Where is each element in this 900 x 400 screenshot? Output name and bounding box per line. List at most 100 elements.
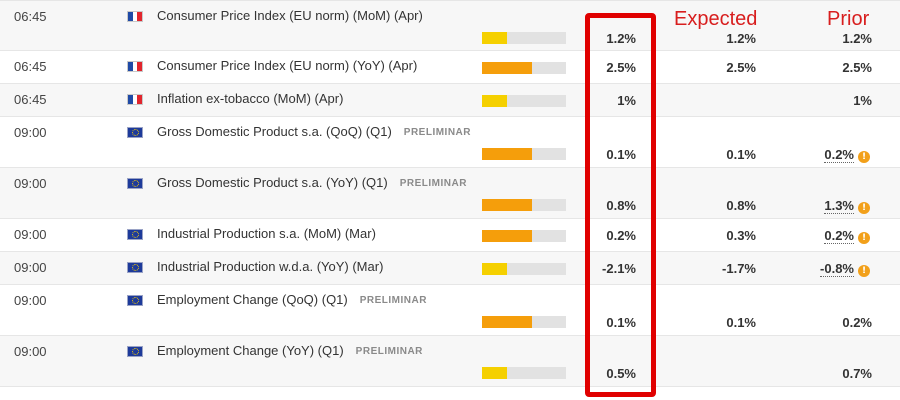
event-name[interactable]: Industrial Production w.d.a. (YoY) (Mar) <box>157 259 383 274</box>
preliminary-tag: PRELIMINAR <box>355 346 423 357</box>
prior-value: 1% <box>853 93 872 108</box>
event-name[interactable]: Employment Change (QoQ) (Q1) PRELIMINAR <box>157 292 427 307</box>
prior-column-header: Prior <box>827 8 870 30</box>
expected-value: 0.1% <box>726 315 756 330</box>
event-name-label[interactable]: Gross Domestic Product s.a. (QoQ) (Q1) <box>157 124 392 139</box>
event-name[interactable]: Employment Change (YoY) (Q1) PRELIMINAR <box>157 343 423 358</box>
fr-flag-icon <box>127 11 143 22</box>
table-row[interactable]: 09:00 Industrial Production s.a. (MoM) (… <box>0 219 900 252</box>
actual-value: 0.2% <box>606 228 636 243</box>
prior-value[interactable]: 0.2%! <box>824 228 870 244</box>
event-name-label[interactable]: Industrial Production s.a. (MoM) (Mar) <box>157 226 376 241</box>
prior-value: 0.2% <box>842 315 872 330</box>
event-time: 06:45 <box>14 9 47 24</box>
prior-value[interactable]: 1.3%! <box>824 198 870 214</box>
actual-value: 0.1% <box>606 315 636 330</box>
event-time: 09:00 <box>14 227 47 242</box>
event-time: 09:00 <box>14 176 47 191</box>
table-row[interactable]: 09:00 Gross Domestic Product s.a. (YoY) … <box>0 168 900 219</box>
importance-bar <box>482 199 566 211</box>
revised-warning-icon[interactable]: ! <box>858 202 870 214</box>
expected-value: 2.5% <box>726 60 756 75</box>
importance-bar <box>482 316 566 328</box>
prior-value: 2.5% <box>842 60 872 75</box>
prior-value[interactable]: 0.2%! <box>824 147 870 163</box>
eu-flag-icon <box>127 295 143 306</box>
importance-bar-fill <box>482 230 533 242</box>
table-row[interactable]: 09:00 Gross Domestic Product s.a. (QoQ) … <box>0 117 900 168</box>
event-time: 06:45 <box>14 59 47 74</box>
event-name-label[interactable]: Industrial Production w.d.a. (YoY) (Mar) <box>157 259 384 274</box>
importance-bar-fill <box>482 199 533 211</box>
expected-value: -1.7% <box>722 261 756 276</box>
event-name[interactable]: Consumer Price Index (EU norm) (MoM) (Ap… <box>157 8 423 23</box>
prior-revised-value[interactable]: -0.8% <box>820 261 854 277</box>
actual-column-highlight-box <box>585 13 656 397</box>
event-name-label[interactable]: Employment Change (QoQ) (Q1) <box>157 292 348 307</box>
eu-flag-icon <box>127 127 143 138</box>
preliminary-tag: PRELIMINAR <box>399 178 467 189</box>
preliminary-tag: PRELIMINAR <box>403 127 472 138</box>
table-row[interactable]: 09:00 Employment Change (QoQ) (Q1) PRELIM… <box>0 285 900 336</box>
revised-warning-icon[interactable]: ! <box>858 265 870 277</box>
event-time: 06:45 <box>14 92 47 107</box>
prior-revised-value[interactable]: 0.2% <box>824 228 854 244</box>
event-name[interactable]: Industrial Production s.a. (MoM) (Mar) <box>157 226 376 241</box>
expected-value: 0.3% <box>726 228 756 243</box>
event-time: 09:00 <box>14 260 47 275</box>
revised-warning-icon[interactable]: ! <box>858 151 870 163</box>
preliminary-tag: PRELIMINAR <box>359 295 427 306</box>
event-time: 09:00 <box>14 125 47 140</box>
importance-bar-fill <box>482 95 508 107</box>
expected-value: 0.1% <box>726 147 756 162</box>
fr-flag-icon <box>127 61 143 72</box>
importance-bar <box>482 32 566 44</box>
prior-revised-value[interactable]: 0.2% <box>824 147 854 163</box>
event-name[interactable]: Gross Domestic Product s.a. (YoY) (Q1) PR… <box>157 175 467 190</box>
importance-bar-fill <box>482 316 533 328</box>
actual-value: 0.5% <box>606 366 636 381</box>
event-name-label[interactable]: Inflation ex-tobacco (MoM) (Apr) <box>157 91 344 106</box>
table-row[interactable]: 06:45 Consumer Price Index (EU norm) (Mo… <box>0 0 900 51</box>
event-name-label[interactable]: Consumer Price Index (EU norm) (YoY) (Ap… <box>157 58 418 73</box>
expected-value: 1.2% <box>726 31 756 46</box>
prior-value: 1.2% <box>842 31 872 46</box>
event-name-label[interactable]: Employment Change (YoY) (Q1) <box>157 343 344 358</box>
actual-value: 1% <box>617 93 636 108</box>
prior-value[interactable]: -0.8%! <box>820 261 870 277</box>
importance-bar-fill <box>482 32 508 44</box>
importance-bar <box>482 148 566 160</box>
expected-value: 0.8% <box>726 198 756 213</box>
prior-revised-value[interactable]: 1.3% <box>824 198 854 214</box>
table-row[interactable]: 09:00 Employment Change (YoY) (Q1) PRELIM… <box>0 336 900 387</box>
event-name-label[interactable]: Gross Domestic Product s.a. (YoY) (Q1) <box>157 175 388 190</box>
importance-bar <box>482 62 566 74</box>
event-time: 09:00 <box>14 293 47 308</box>
event-name-label[interactable]: Consumer Price Index (EU norm) (MoM) (Ap… <box>157 8 423 23</box>
actual-value: -2.1% <box>602 261 636 276</box>
importance-bar-fill <box>482 367 508 379</box>
eu-flag-icon <box>127 262 143 273</box>
event-name[interactable]: Consumer Price Index (EU norm) (YoY) (Ap… <box>157 58 417 73</box>
table-row[interactable]: 06:45 Inflation ex-tobacco (MoM) (Apr) 1… <box>0 84 900 117</box>
eu-flag-icon <box>127 229 143 240</box>
importance-bar <box>482 263 566 275</box>
eu-flag-icon <box>127 178 143 189</box>
revised-warning-icon[interactable]: ! <box>858 232 870 244</box>
event-time: 09:00 <box>14 344 47 359</box>
actual-value: 0.8% <box>606 198 636 213</box>
event-name[interactable]: Inflation ex-tobacco (MoM) (Apr) <box>157 91 343 106</box>
eu-flag-icon <box>127 346 143 357</box>
fr-flag-icon <box>127 94 143 105</box>
table-row[interactable]: 06:45 Consumer Price Index (EU norm) (Yo… <box>0 51 900 84</box>
importance-bar-fill <box>482 148 533 160</box>
actual-value: 0.1% <box>606 147 636 162</box>
actual-value: 1.2% <box>606 31 636 46</box>
importance-bar <box>482 367 566 379</box>
event-name[interactable]: Gross Domestic Product s.a. (QoQ) (Q1) PR… <box>157 124 471 139</box>
table-row[interactable]: 09:00 Industrial Production w.d.a. (YoY)… <box>0 252 900 285</box>
importance-bar <box>482 95 566 107</box>
economic-calendar-table: 06:45 Consumer Price Index (EU norm) (Mo… <box>0 0 900 387</box>
prior-value: 0.7% <box>842 366 872 381</box>
importance-bar-fill <box>482 263 508 275</box>
